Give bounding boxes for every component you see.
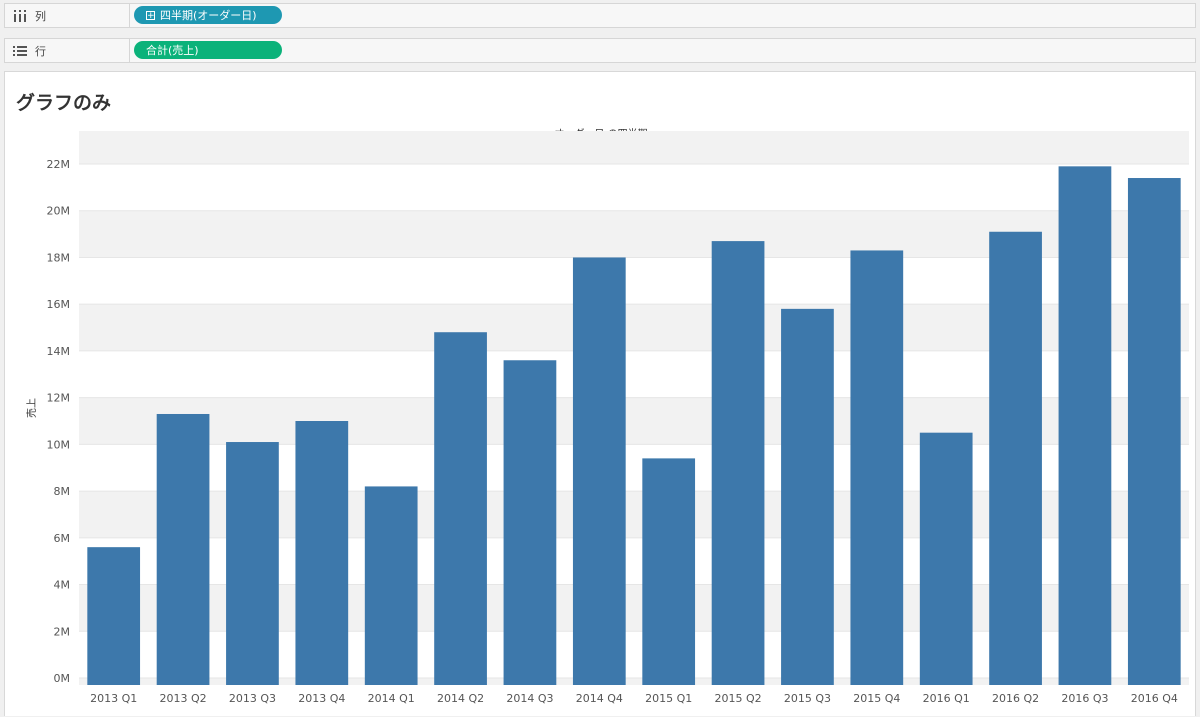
bar[interactable]	[364, 486, 418, 685]
rows-shelf[interactable]: 行 合計(売上)	[4, 38, 1196, 63]
x-tick-label: 2013 Q2	[159, 692, 206, 705]
bar[interactable]	[295, 421, 349, 685]
plot-band	[79, 164, 1189, 211]
bar[interactable]	[87, 547, 141, 685]
quarter-order-date-pill-label: 四半期(オーダー日)	[160, 9, 257, 22]
y-tick-label: 2M	[54, 625, 71, 638]
y-tick-label: 6M	[54, 532, 71, 545]
y-tick-label: 0M	[54, 672, 71, 685]
x-tick-label: 2013 Q1	[90, 692, 137, 705]
expand-plus-icon[interactable]: +	[146, 10, 155, 21]
x-tick-label: 2016 Q1	[923, 692, 970, 705]
x-tick-label: 2014 Q4	[576, 692, 623, 705]
bar[interactable]	[989, 231, 1042, 685]
x-tick-label: 2015 Q3	[784, 692, 831, 705]
x-tick-label: 2016 Q2	[992, 692, 1039, 705]
columns-shelf[interactable]: 列 + 四半期(オーダー日)	[4, 3, 1196, 28]
bar[interactable]	[503, 360, 557, 685]
y-tick-label: 8M	[54, 485, 71, 498]
columns-shelf-text: 列	[35, 9, 46, 23]
columns-icon	[14, 9, 26, 22]
y-tick-label: 4M	[54, 579, 71, 592]
bar[interactable]	[711, 241, 765, 685]
y-tick-label: 20M	[47, 205, 71, 218]
x-tick-label: 2015 Q2	[714, 692, 761, 705]
x-tick-label: 2014 Q2	[437, 692, 484, 705]
x-tick-label: 2015 Q1	[645, 692, 692, 705]
rows-shelf-label: 行	[5, 39, 130, 62]
bar[interactable]	[850, 250, 904, 686]
x-tick-label: 2014 Q1	[368, 692, 415, 705]
x-tick-label: 2013 Q3	[229, 692, 276, 705]
y-axis-title: 売上	[25, 398, 38, 418]
bar[interactable]	[642, 458, 696, 685]
sheet-title: グラフのみ	[16, 92, 112, 114]
quarter-order-date-pill[interactable]: + 四半期(オーダー日)	[134, 6, 282, 24]
y-tick-label: 10M	[47, 438, 71, 451]
sum-sales-pill[interactable]: 合計(売上)	[134, 41, 282, 59]
y-tick-label: 12M	[47, 392, 71, 405]
bar[interactable]	[434, 332, 487, 685]
bar[interactable]	[572, 257, 626, 685]
y-tick-label: 18M	[47, 251, 71, 264]
x-tick-label: 2014 Q3	[506, 692, 553, 705]
rows-icon	[13, 45, 27, 56]
x-tick-label: 2016 Q4	[1131, 692, 1178, 705]
bar-chart: 0M 2M 4M 6M 8M 10M 12M 14M 16M 18M 20M 22M 売上 2013 Q1…	[25, 131, 1189, 705]
bar[interactable]	[1127, 178, 1181, 685]
y-tick-label: 14M	[47, 345, 71, 358]
bar[interactable]	[781, 308, 834, 685]
bar[interactable]	[919, 432, 973, 685]
bar[interactable]	[1058, 166, 1112, 685]
x-tick-label: 2013 Q4	[298, 692, 345, 705]
worksheet: グラフのみ オーダー日 の四半期 0M2M4M6M8M10M12M14M16M1…	[4, 71, 1196, 716]
y-tick-label: 16M	[47, 298, 71, 311]
rows-shelf-text: 行	[35, 44, 46, 58]
sum-sales-pill-label: 合計(売上)	[146, 44, 199, 57]
columns-shelf-label: 列	[5, 4, 130, 27]
x-tick-label: 2016 Q3	[1061, 692, 1108, 705]
bar[interactable]	[156, 413, 210, 685]
bar[interactable]	[226, 442, 279, 685]
y-tick-label: 22M	[47, 158, 71, 171]
x-tick-label: 2015 Q4	[853, 692, 900, 705]
